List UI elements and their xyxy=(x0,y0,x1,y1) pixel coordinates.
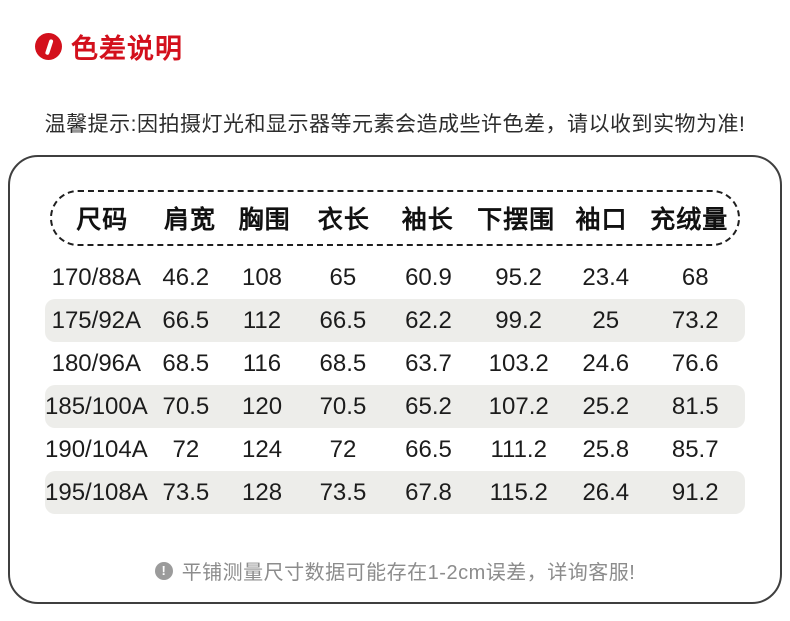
table-cell: 46.2 xyxy=(162,263,210,291)
table-cell: 65.2 xyxy=(405,392,452,420)
table-cell: 81.5 xyxy=(671,392,719,420)
table-cell: 25 xyxy=(592,306,620,334)
table-cell: 25.8 xyxy=(582,435,630,463)
table-row: 190/104A 72 124 72 66.5 111.2 25.8 85.7 xyxy=(45,428,745,471)
table-cell: 99.2 xyxy=(495,306,543,334)
table-cell: 24.6 xyxy=(582,349,630,377)
table-cell: 73.5 xyxy=(319,478,367,506)
table-cell: 62.2 xyxy=(405,306,452,334)
table-cell: 180/96A xyxy=(51,349,142,377)
table-cell: 73.5 xyxy=(162,478,210,506)
measurement-note: 平铺测量尺寸数据可能存在1-2cm误差，详询客服! xyxy=(10,556,780,585)
table-cell: 66.5 xyxy=(162,306,210,334)
table-cell: 175/92A xyxy=(51,306,142,334)
table-cell: 108 xyxy=(241,263,283,291)
table-cell: 111.2 xyxy=(490,435,547,463)
title-bar: 色差说明 xyxy=(0,0,790,66)
table-cell: 85.7 xyxy=(671,435,719,463)
table-row: 195/108A 73.5 128 73.5 67.8 115.2 26.4 91.2 xyxy=(45,471,745,514)
table-row: 180/96A 68.5 116 68.5 63.7 103.2 24.6 76.6 xyxy=(45,342,745,385)
note-text: 平铺测量尺寸数据可能存在1-2cm误差，详询客服! xyxy=(181,562,636,584)
table-cell: 26.4 xyxy=(582,478,630,506)
table-cell: 72 xyxy=(329,435,357,463)
table-row: 170/88A 46.2 108 65 60.9 95.2 23.4 68 xyxy=(45,256,745,299)
col-header-shoulder: 肩宽 xyxy=(163,206,216,234)
table-cell: 25.2 xyxy=(582,392,630,420)
table-cell: 115.2 xyxy=(489,478,548,506)
table-cell: 124 xyxy=(242,435,283,463)
table-body: 170/88A 46.2 108 65 60.9 95.2 23.4 68 175/92A 66.… xyxy=(45,256,745,514)
table-cell: 23.4 xyxy=(582,263,630,291)
page-title: 色差说明 xyxy=(71,34,183,64)
table-cell: 103.2 xyxy=(488,349,549,377)
slash-glyph xyxy=(44,38,53,55)
table-cell: 68.5 xyxy=(319,349,367,377)
table-cell: 185/100A xyxy=(45,392,148,420)
col-header-downfill: 充绒量 xyxy=(650,206,729,234)
col-header-length: 衣长 xyxy=(317,206,370,234)
tip-text: 温馨提示:因拍摄灯光和显示器等元素会造成些许色差，请以收到实物为准! xyxy=(44,113,746,136)
slash-circle-icon xyxy=(35,33,62,60)
exclamation-circle-icon xyxy=(154,561,173,580)
table-cell: 91.2 xyxy=(671,478,719,506)
table-cell: 70.5 xyxy=(162,392,210,420)
table-header-row: 尺码 肩宽 胸围 衣长 袖长 下摆围 袖口 充绒量 xyxy=(50,190,740,246)
table-cell: 72 xyxy=(172,435,200,463)
table-row: 175/92A 66.5 112 66.5 62.2 99.2 25 73.2 xyxy=(45,299,745,342)
table-cell: 70.5 xyxy=(319,392,367,420)
table-cell: 60.9 xyxy=(405,263,452,291)
table-cell: 120 xyxy=(242,392,283,420)
table-cell: 116 xyxy=(242,349,282,377)
table-cell: 73.2 xyxy=(671,306,719,334)
table-cell: 63.7 xyxy=(405,349,452,377)
size-chart-card: 尺码 肩宽 胸围 衣长 袖长 下摆围 袖口 充绒量 170/88A 46.2 108… xyxy=(8,155,782,604)
table-cell: 66.5 xyxy=(319,306,367,334)
table-cell: 190/104A xyxy=(45,435,148,463)
table-cell: 95.2 xyxy=(495,263,543,291)
col-header-hem: 下摆围 xyxy=(477,206,556,234)
table-cell: 112 xyxy=(242,306,282,334)
table-cell: 67.8 xyxy=(405,478,452,506)
table-cell: 107.2 xyxy=(488,392,549,420)
table-cell: 76.6 xyxy=(671,349,719,377)
table-cell: 68 xyxy=(681,263,709,291)
table-cell: 68.5 xyxy=(162,349,210,377)
col-header-cuff: 袖口 xyxy=(575,206,628,234)
table-cell: 195/108A xyxy=(45,478,148,506)
col-header-chest: 胸围 xyxy=(238,206,291,234)
table-cell: 66.5 xyxy=(405,435,452,463)
table-row: 185/100A 70.5 120 70.5 65.2 107.2 25.2 81.5 xyxy=(45,385,745,428)
table-cell: 170/88A xyxy=(51,263,142,291)
table-cell: 128 xyxy=(242,478,283,506)
col-header-sleeve: 袖长 xyxy=(401,206,454,234)
table-cell: 65 xyxy=(329,263,357,291)
col-header-size: 尺码 xyxy=(76,206,129,234)
